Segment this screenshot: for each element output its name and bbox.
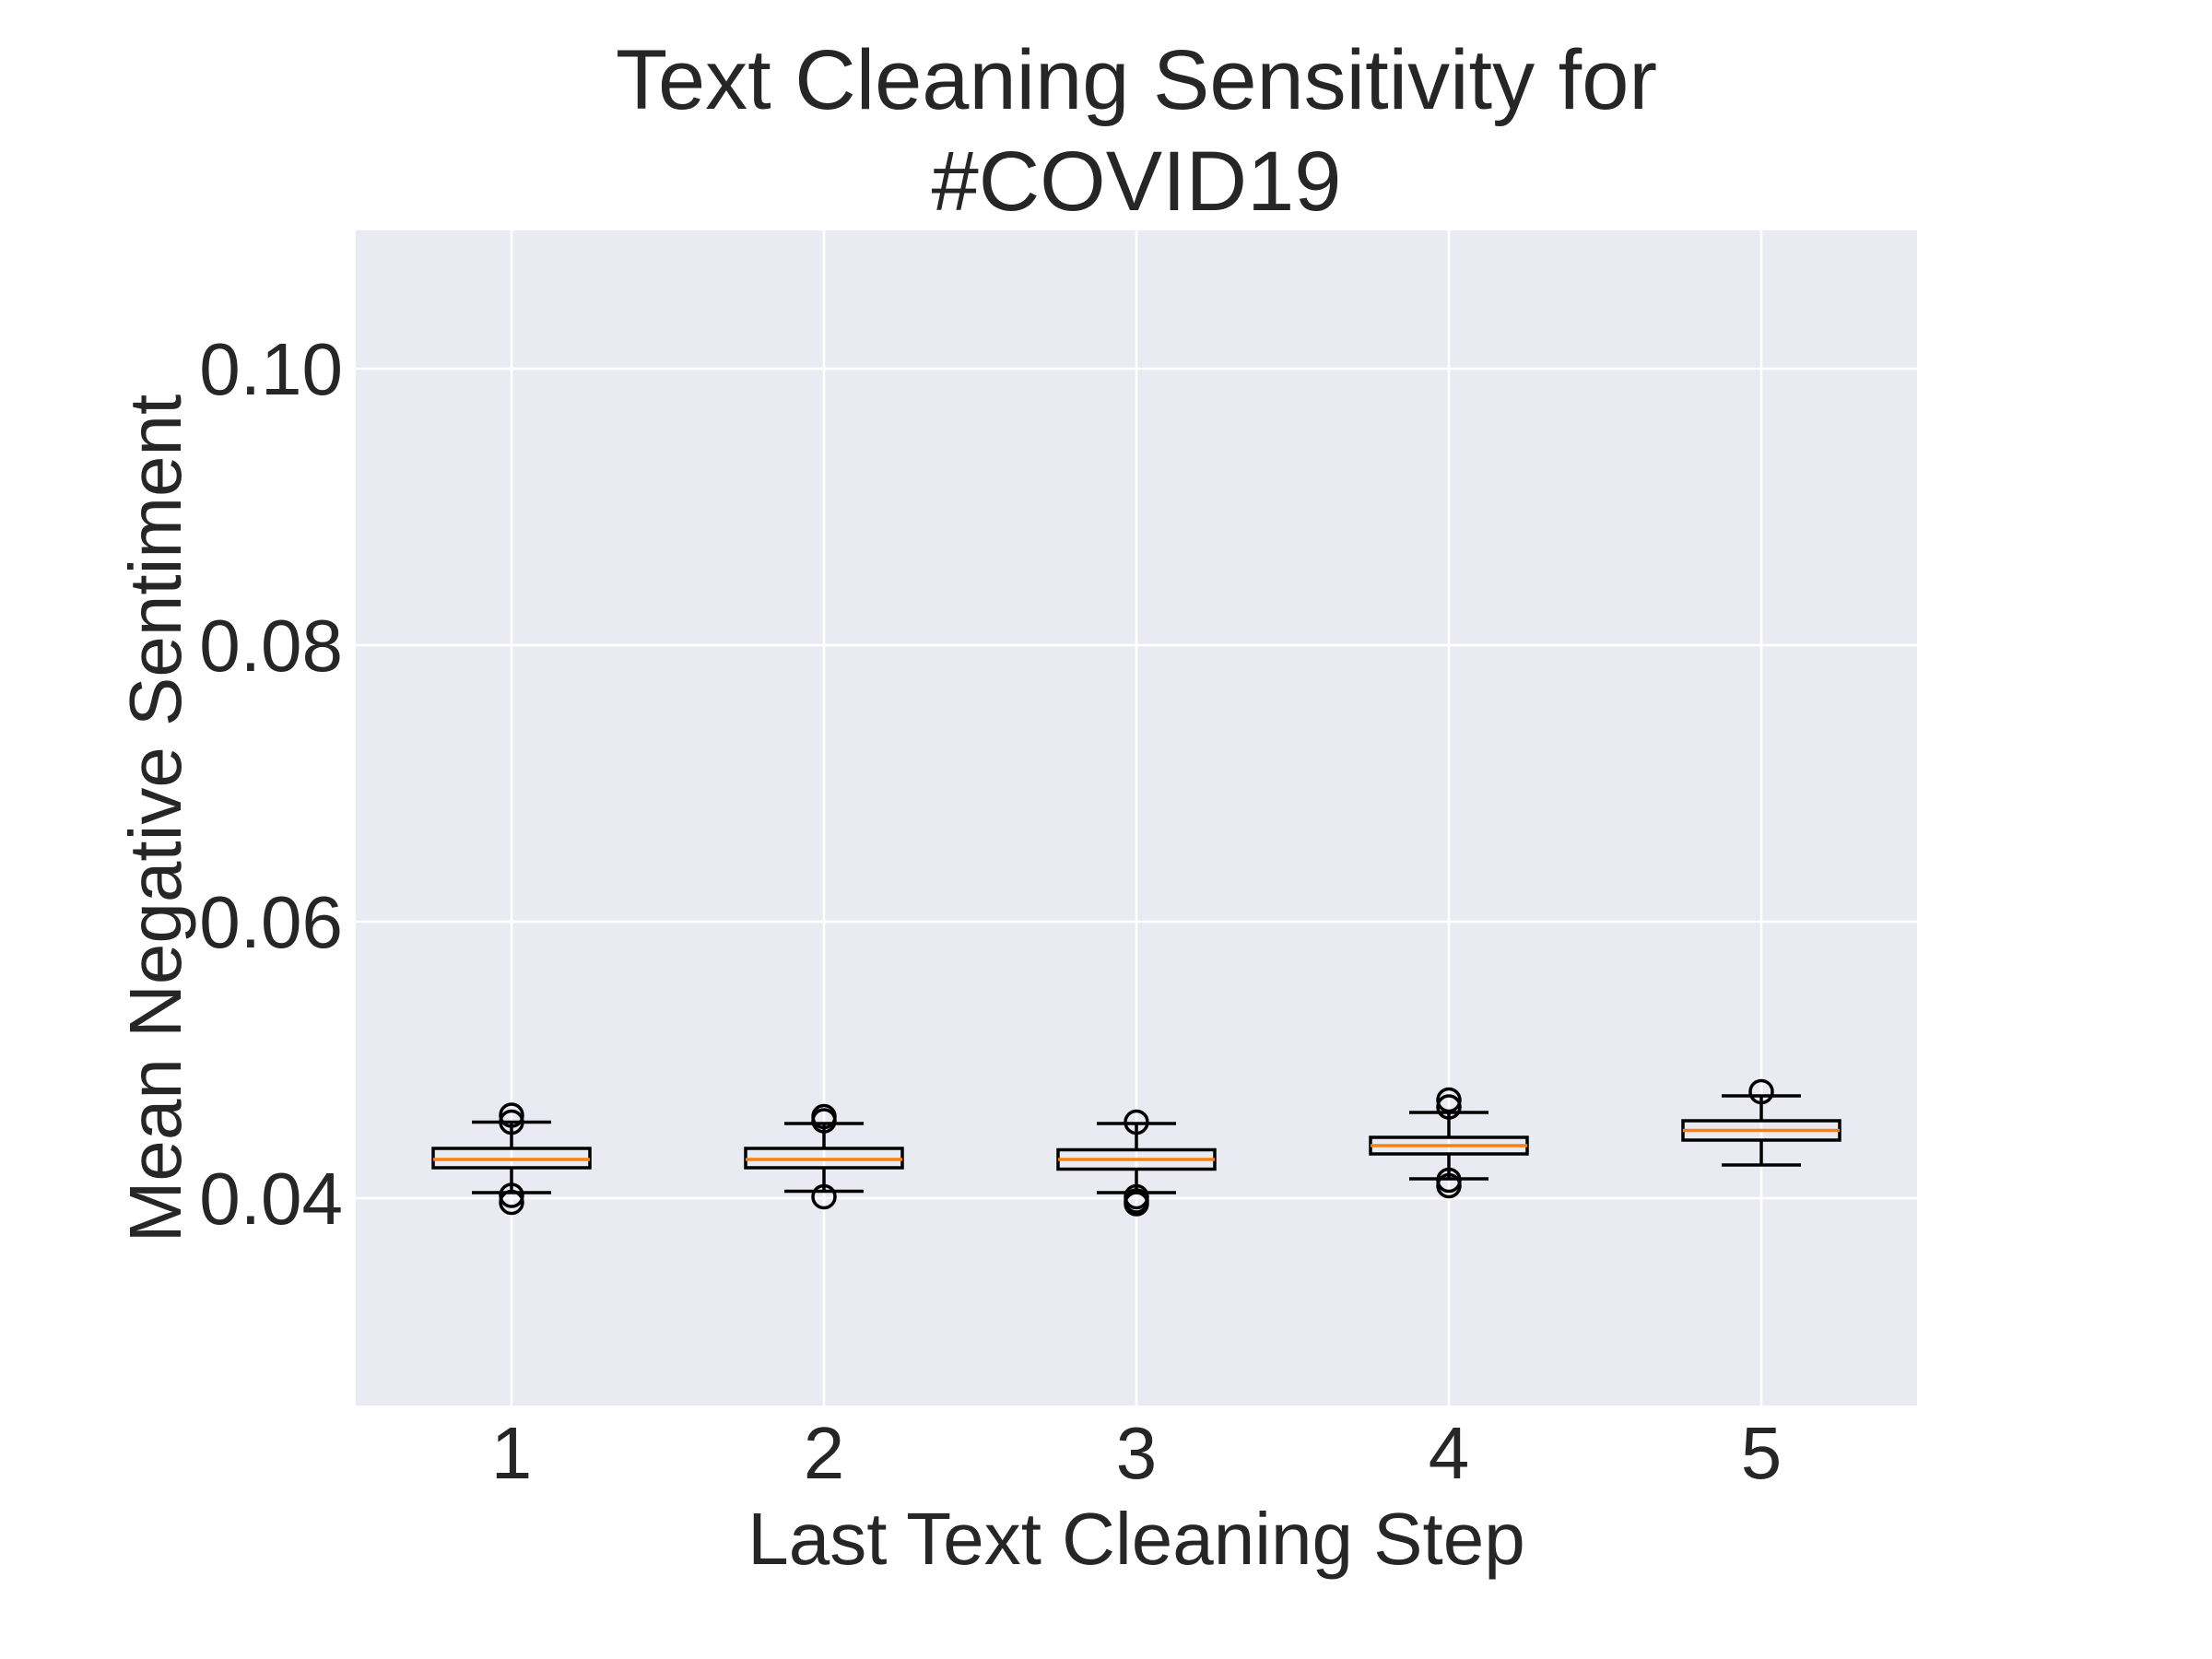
y-tick-label: 0.10 bbox=[199, 328, 343, 410]
y-tick-label: 0.06 bbox=[199, 881, 343, 963]
chart-title-line-1: Text Cleaning Sensitivity for bbox=[616, 33, 1657, 127]
x-tick-label: 2 bbox=[804, 1412, 845, 1494]
outlier-point bbox=[1436, 1167, 1462, 1194]
outlier-point bbox=[811, 1183, 837, 1210]
outlier-point bbox=[499, 1182, 524, 1208]
grid-lines bbox=[356, 230, 1917, 1406]
outlier-point bbox=[1436, 1094, 1462, 1120]
x-axis-label: Last Text Cleaning Step bbox=[747, 1498, 1525, 1580]
y-tick-labels: 0.04 0.06 0.08 0.10 bbox=[199, 328, 343, 1240]
x-tick-label: 1 bbox=[491, 1412, 533, 1494]
outlier-point bbox=[1748, 1078, 1774, 1105]
box-series bbox=[431, 1078, 1841, 1217]
x-tick-label: 4 bbox=[1429, 1412, 1470, 1494]
chart-title-line-2: #COVID19 bbox=[932, 135, 1342, 229]
outlier-point bbox=[1436, 1087, 1462, 1113]
y-tick-label: 0.04 bbox=[199, 1158, 343, 1240]
outlier-point bbox=[1124, 1109, 1149, 1135]
x-tick-label: 3 bbox=[1116, 1412, 1158, 1494]
box-3 bbox=[1056, 1109, 1217, 1217]
y-tick-label: 0.08 bbox=[199, 605, 343, 687]
x-tick-labels: 1 2 3 4 5 bbox=[491, 1412, 1783, 1494]
y-axis-label: Mean Negative Sentiment bbox=[114, 394, 196, 1243]
outlier-point bbox=[499, 1109, 524, 1135]
outlier-point bbox=[499, 1102, 524, 1128]
box-2 bbox=[744, 1103, 904, 1210]
x-tick-label: 5 bbox=[1741, 1412, 1783, 1494]
outlier-point bbox=[811, 1103, 837, 1130]
box-5 bbox=[1681, 1078, 1841, 1167]
box-4 bbox=[1369, 1087, 1529, 1199]
outlier-point bbox=[1124, 1183, 1149, 1210]
box-1 bbox=[431, 1102, 592, 1216]
outlier-point bbox=[499, 1189, 524, 1216]
